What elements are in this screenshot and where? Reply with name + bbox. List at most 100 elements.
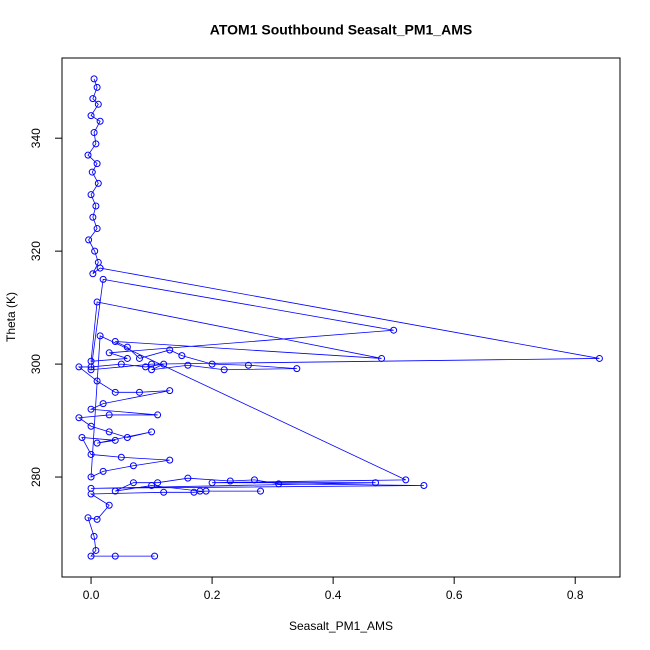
data-point [75,363,83,371]
data-point [208,479,216,487]
data-point [85,236,93,244]
data-point [117,360,125,368]
data-point [202,487,210,495]
data-point [148,366,156,374]
data-point [94,100,102,108]
data-point [92,202,100,210]
data-point [190,488,198,496]
data-point [96,332,104,340]
data-line [77,78,600,557]
data-point [135,354,143,362]
data-point [87,363,95,371]
data-point [87,552,95,560]
data-point [87,422,95,430]
data-point [92,140,100,148]
x-tick-label: 0.4 [325,588,342,602]
data-point [111,388,119,396]
data-point [129,462,137,470]
data-point [87,366,95,374]
data-point [105,411,113,419]
data-point [93,83,101,91]
data-point [96,264,104,272]
data-point [178,352,186,360]
data-point [184,361,192,369]
data-point [244,361,252,369]
data-point [420,482,428,490]
data-point [135,388,143,396]
data-point [275,480,283,488]
data-point [184,474,192,482]
data-point [148,428,156,436]
x-tick-label: 0.6 [446,588,463,602]
data-point [88,168,96,176]
data-point [89,213,97,221]
data-point [166,346,174,354]
data-point [87,490,95,498]
data-point [129,479,137,487]
data-point [96,117,104,125]
data-point [87,450,95,458]
data-point [151,552,159,560]
data-point [257,487,265,495]
data-point [105,428,113,436]
data-point [87,191,95,199]
data-point [105,501,113,509]
data-point [123,354,131,362]
data-point [123,343,131,351]
chart-title: ATOM1 Southbound Seasalt_PM1_AMS [210,22,472,38]
data-point [87,473,95,481]
data-point [220,366,228,374]
data-point [402,476,410,484]
x-tick-label: 0.8 [567,588,584,602]
data-point [166,456,174,464]
data-point [90,129,98,137]
data-point [93,439,101,447]
data-point [160,488,168,496]
x-tick-label: 0.2 [204,588,221,602]
data-point [378,354,386,362]
data-point [293,365,301,373]
data-point [154,411,162,419]
data-point [87,112,95,120]
data-point [93,160,101,168]
data-point [390,326,398,334]
x-tick-label: 0.0 [83,588,100,602]
data-point [93,298,101,306]
data-point [91,247,99,255]
data-point [111,436,119,444]
data-point [99,467,107,475]
x-axis-label: Seasalt_PM1_AMS [289,619,393,633]
data-point [75,414,83,422]
data-point [92,546,100,554]
data-point [105,349,113,357]
data-point [148,482,156,490]
y-tick-label: 340 [29,128,43,148]
data-point [111,487,119,495]
data-point [142,363,150,371]
data-point [123,434,131,442]
y-tick-label: 280 [29,467,43,487]
data-point [226,477,234,485]
data-point [250,476,258,484]
data-point [93,225,101,233]
y-axis-label: Theta (K) [4,292,18,342]
data-point [93,515,101,523]
data-point [166,387,174,395]
data-point [117,453,125,461]
data-point [371,479,379,487]
data-point [111,552,119,560]
y-tick-label: 300 [29,354,43,374]
data-point [89,95,97,103]
data-point [90,75,98,83]
data-point [93,377,101,385]
data-point [87,405,95,413]
data-point [84,514,92,522]
data-point [84,151,92,159]
data-point [99,275,107,283]
data-point [99,400,107,408]
data-point [208,360,216,368]
data-point [90,532,98,540]
data-point [89,270,97,278]
